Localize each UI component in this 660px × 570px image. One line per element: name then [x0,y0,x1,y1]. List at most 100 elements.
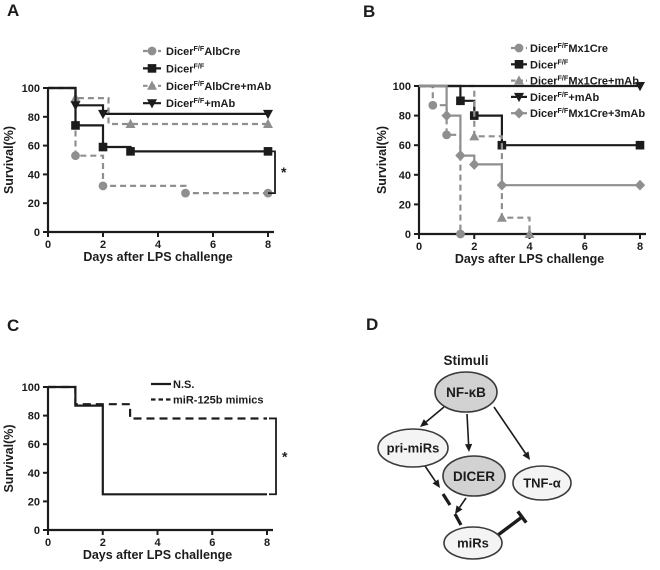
dashed-segment [441,493,452,506]
data-point-marker [98,109,108,120]
node-label: DICER [453,469,495,484]
survival-curve-mir-125b-mimics [48,385,267,420]
node-label: NF-κB [446,385,486,400]
data-point-marker [70,101,81,111]
edge-pri-mirs-mirs [424,465,463,526]
survival-curve-dicer-f-f-mx1cre-3mab [419,84,646,191]
y-tick-label: 60 [399,140,411,152]
legend-label: DicerF/F [166,61,205,75]
data-point-marker [496,179,508,191]
data-point-marker [98,142,108,152]
panel-b-chart: 0 20 40 60 80 100 0 2 4 6 8 Days after LPS challeng… [375,41,646,266]
x-tick-label: 0 [45,239,51,251]
legend-item-dicer-f-f-mab: DicerF/F+mAb [143,96,235,110]
panel-c-chart: 0 20 40 60 80 100 0 2 4 6 8 Days after LPS challeng… [2,379,288,562]
x-tick-label: 6 [210,239,216,251]
legend-label: DicerF/F [530,57,569,71]
x-tick-label: 2 [100,537,106,549]
data-point-marker [496,212,507,222]
panel-d-pathway-diagram: D Stimuli NF-κB pri-miRs DICER TNF-α miRs [330,285,660,570]
x-tick-label: 6 [582,241,588,253]
legend-item-n-s: N.S. [151,379,194,391]
y-tick-label: 40 [399,170,411,182]
y-tick-label: 60 [28,141,40,153]
panel-a-survival-albcre: A 0 20 40 60 80 100 0 2 4 6 8 Days after LPS challe… [0,0,330,285]
x-tick-label: 2 [471,241,477,253]
node-dicer: DICER [442,455,506,497]
inhibition-tbar [516,510,528,524]
panel-b-label: B [363,2,376,21]
legend-marker [513,107,525,119]
node-mirs: miRs [443,526,503,560]
legend-item-dicer-f-f-mab: DicerF/F+mAb [511,90,599,104]
data-point-marker [71,121,80,130]
x-tick-label: 6 [209,537,215,549]
data-point-marker [456,96,465,106]
survival-curve-dicer-f-f-albcre-mab [48,86,273,128]
node-tnf: TNF-α [512,465,572,501]
y-tick-label: 100 [393,81,411,93]
y-axis-title: Survival(%) [2,424,16,492]
legend-label: DicerF/FMx1Cre [530,41,608,55]
legend-item-dicer-f-f: DicerF/F [143,61,205,75]
legend-label: DicerF/FAlbCre [166,44,240,58]
legend-item-dicer-f-f-albcre-mab: DicerF/FAlbCre+mAb [143,79,272,93]
legend-marker [147,64,157,73]
survival-curve-n-s [48,385,267,496]
significance-asterisk: * [281,164,287,180]
y-tick-label: 20 [28,496,40,508]
data-point-marker [635,82,645,92]
legend-item-dicer-f-f-mx1cre: DicerF/FMx1Cre [511,41,608,55]
data-point-marker [455,150,466,161]
node-label: miRs [457,536,489,551]
legend-marker [147,99,157,109]
axes: 0 20 40 60 80 100 0 2 4 6 8 Days after LPS challeng… [2,382,273,562]
data-point-marker [181,188,190,198]
panel-a-label: A [7,1,20,20]
axes: 0 20 40 60 80 100 0 2 4 6 8 Days after LPS challeng… [2,83,274,264]
node-label: TNF-α [523,476,561,491]
legend-item-mir-125b-mimics: miR-125b mimics [151,395,263,407]
legend-marker [514,60,524,69]
node-label: pri-miRs [387,441,440,456]
edge-nf-b-tnf [493,406,530,460]
legend-label: DicerF/F+mAb [166,96,235,110]
data-point-marker [263,109,273,120]
data-point-marker [469,159,480,170]
x-tick-label: 4 [155,239,162,251]
y-tick-label: 20 [399,199,411,211]
edge-mirs-tnf [496,510,528,537]
data-point-marker [428,100,438,110]
x-axis-title: Days after LPS challenge [83,548,232,562]
y-tick-label: 40 [28,169,40,181]
node-nf-b: NF-κB [434,371,498,413]
x-axis-title: Days after LPS challenge [455,252,604,266]
y-tick-label: 0 [34,525,40,537]
y-tick-label: 100 [22,83,40,95]
y-tick-label: 0 [34,227,40,239]
y-tick-label: 20 [28,198,40,210]
data-point-marker [125,118,136,128]
data-point-marker [634,179,646,191]
legend-item-dicer-f-f-mx1cre-mab: DicerF/FMx1Cre+mAb [511,74,639,88]
panel-a-chart: 0 20 40 60 80 100 0 2 4 6 8 Days after LPS challeng… [2,44,287,264]
legend-label: DicerF/FMx1Cre+mAb [530,74,639,88]
x-tick-label: 2 [100,239,106,251]
y-tick-label: 80 [399,111,411,123]
y-tick-label: 80 [28,411,40,423]
edge-dicer-mirs [455,497,467,514]
legend-marker [147,46,157,56]
x-tick-label: 0 [416,241,422,253]
data-point-marker [441,110,452,121]
y-tick-label: 100 [22,382,40,394]
panel-d-label: D [366,315,379,334]
survival-curve-dicer-f-f-mab [48,86,273,120]
panel-c-survival-mir125b: C 0 20 40 60 80 100 0 2 4 6 8 Days after LPS challe… [0,285,330,570]
legend-label: miR-125b mimics [173,395,263,407]
data-point-marker [263,118,273,128]
data-point-marker [635,140,645,150]
data-point-marker [98,181,108,191]
panel-c-label: C [7,316,20,335]
x-tick-label: 8 [637,241,643,253]
